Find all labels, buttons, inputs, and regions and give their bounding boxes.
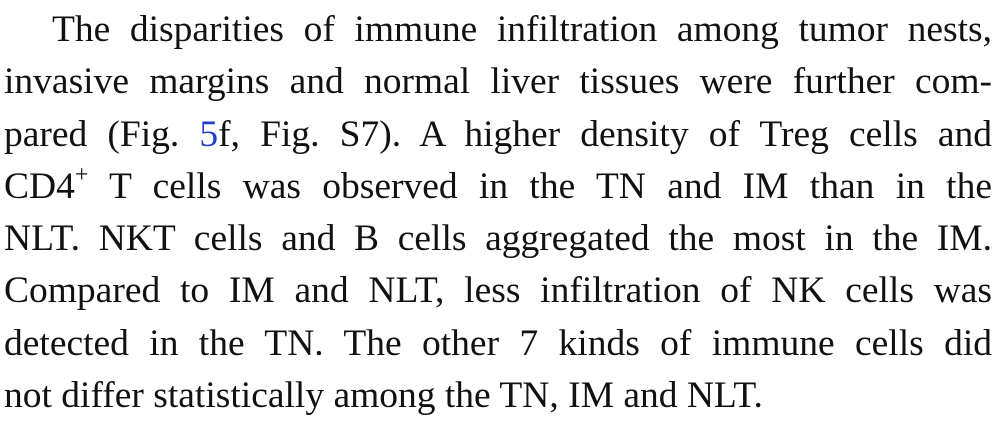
paragraph-line: not differ statistically among the TN, I… <box>4 370 992 422</box>
line-text: T cells was observed in the TN and IM th… <box>88 166 992 207</box>
paragraph-line: The disparities of immune infiltration a… <box>4 4 992 56</box>
line-text: not differ statistically among the TN, I… <box>4 375 763 416</box>
line-text: invasive margins and normal liver tissue… <box>4 61 992 102</box>
line-text: Compared to IM and NLT, less infiltratio… <box>4 270 992 311</box>
line-text: f, Fig. S7). A higher density of Treg ce… <box>218 114 992 155</box>
body-paragraph: The disparities of immune infiltration a… <box>4 4 992 422</box>
paragraph-line: invasive margins and normal liver tissue… <box>4 56 992 108</box>
cd4-text: CD4 <box>4 166 75 207</box>
line-text: NLT. NKT cells and B cells aggregated th… <box>4 218 992 259</box>
figure-reference-link[interactable]: 5 <box>199 114 218 155</box>
paragraph-line: CD4+ T cells was observed in the TN and … <box>4 161 992 213</box>
paragraph-line: NLT. NKT cells and B cells aggregated th… <box>4 213 992 265</box>
paragraph-line: pared (Fig. 5f, Fig. S7). A higher densi… <box>4 109 992 161</box>
paragraph-line: detected in the TN. The other 7 kinds of… <box>4 318 992 370</box>
superscript-plus: + <box>75 162 89 188</box>
line-text: The disparities of immune infiltration a… <box>52 9 992 50</box>
paragraph-line: Compared to IM and NLT, less infiltratio… <box>4 265 992 317</box>
line-text: detected in the TN. The other 7 kinds of… <box>4 323 992 364</box>
line-text: pared (Fig. <box>4 114 199 155</box>
